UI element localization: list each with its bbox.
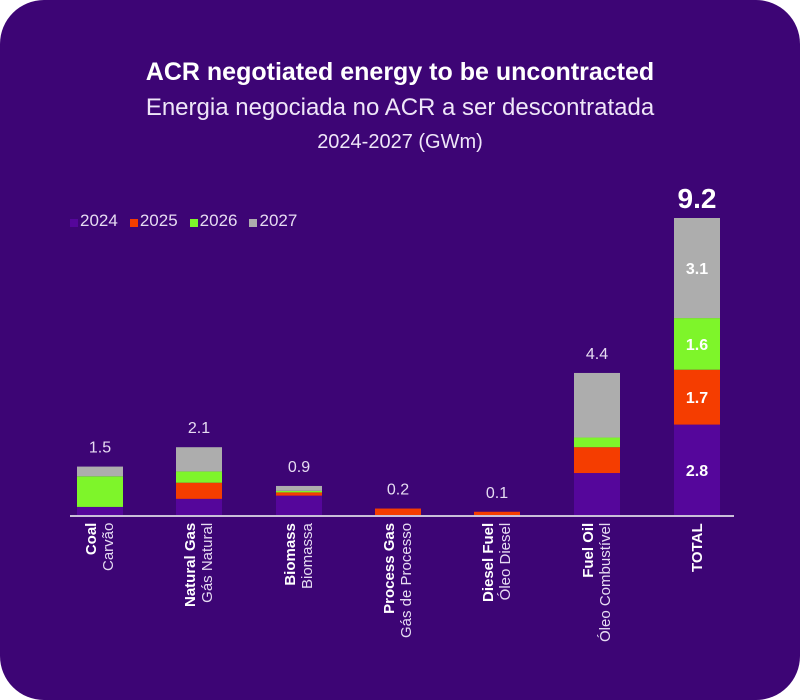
bar-segment-2026 xyxy=(574,437,620,448)
chart-period: 2024-2027 (GWm) xyxy=(317,131,483,153)
category-name-pt: Gás de Processo xyxy=(398,522,415,638)
category-name-pt: Óleo Combustível xyxy=(597,522,614,642)
x-tick-label: Coal Carvão xyxy=(83,523,117,571)
legend-label: 2025 xyxy=(139,211,178,230)
bar-segment-2025 xyxy=(474,511,520,515)
bar-segment-2026 xyxy=(674,318,720,370)
bar-segment-2027 xyxy=(77,466,123,477)
segment-label: 3.1 xyxy=(686,261,708,278)
x-tick-label: Process Gas Gás de Processo xyxy=(381,523,415,638)
chart-subtitle: Energia negociada no ACR a ser descontra… xyxy=(145,94,655,121)
category-name-en: Diesel Fuel xyxy=(480,522,497,602)
segment-label: 1.6 xyxy=(686,337,708,354)
legend-label: 2027 xyxy=(259,211,298,230)
bar-total-label: 4.4 xyxy=(586,346,608,363)
legend-swatch-2024 xyxy=(70,219,78,227)
bar-total-label: 0.9 xyxy=(288,459,310,476)
bar-segment-2025 xyxy=(375,508,421,515)
x-tick-label: TOTAL xyxy=(689,523,706,572)
bar-segment-2025 xyxy=(176,482,222,499)
chart-title: ACR negotiated energy to be uncontracted xyxy=(145,58,655,86)
segment-label: 1.7 xyxy=(686,390,708,407)
bar-segment-2025 xyxy=(574,447,620,474)
category-name-en: Fuel Oil xyxy=(580,522,597,578)
x-tick-label: Biomass Biomassa xyxy=(282,523,316,589)
bar-segment-2026 xyxy=(176,471,222,483)
legend-item-2026: 2026 xyxy=(189,211,238,231)
category-name-en: Process Gas xyxy=(381,522,398,614)
x-tick-label: Fuel Oil Óleo Combustível xyxy=(580,523,614,642)
bar-segment-2024 xyxy=(276,495,322,515)
legend-swatch-2027 xyxy=(249,219,258,227)
bar-segment-2026 xyxy=(276,490,322,493)
segment-label: 2.8 xyxy=(686,463,708,480)
bar-segment-2027 xyxy=(674,218,720,319)
legend-swatch-2025 xyxy=(129,219,138,227)
bar-total-label: 2.1 xyxy=(188,420,210,437)
category-name-en: Natural Gas xyxy=(182,522,199,607)
bar-segment-2024 xyxy=(674,424,720,515)
x-tick-label: Diesel Fuel Óleo Diesel xyxy=(480,523,514,602)
category-name-pt: Gás Natural xyxy=(199,522,216,603)
bar-segment-2027 xyxy=(176,447,222,472)
bar-segment-2026 xyxy=(77,476,123,507)
legend-item-2027: 2027 xyxy=(249,211,297,231)
category-name-pt: Óleo Diesel xyxy=(497,522,514,601)
bar-segment-2024 xyxy=(176,498,222,515)
bar-total-label: 0.1 xyxy=(486,485,508,502)
category-name-pt: Biomassa xyxy=(299,523,316,589)
x-tick-label: Natural Gas Gás Natural xyxy=(182,523,216,607)
bar-segment-2025 xyxy=(674,369,720,425)
legend-item-2024: 2024 xyxy=(70,211,118,231)
legend-swatch-2026 xyxy=(189,219,198,227)
category-name-pt: Carvão xyxy=(100,522,117,571)
bar-segment-2024 xyxy=(77,506,123,515)
bar-segment-2024 xyxy=(574,473,620,515)
bar-total-label: 9.2 xyxy=(678,183,717,214)
bar-total-label: 1.5 xyxy=(89,440,111,457)
bar-segment-2027 xyxy=(276,485,322,491)
category-name-en: Biomass xyxy=(282,523,299,586)
bar-segment-2027 xyxy=(574,372,620,438)
legend-label: 2026 xyxy=(199,211,238,230)
legend: 2024 2025 2026 2027 xyxy=(70,211,309,231)
category-name-en: TOTAL xyxy=(688,523,706,572)
legend-label: 2024 xyxy=(80,211,118,230)
bar-segment-2025 xyxy=(276,492,322,496)
category-name-en: Coal xyxy=(83,522,100,556)
legend-item-2025: 2025 xyxy=(129,211,178,231)
bar-total-label: 0.2 xyxy=(387,482,409,499)
